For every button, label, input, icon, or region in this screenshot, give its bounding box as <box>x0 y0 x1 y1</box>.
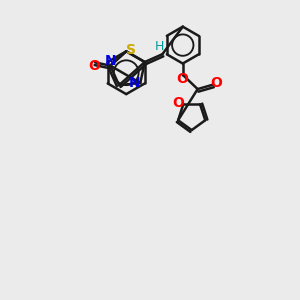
Text: O: O <box>172 96 184 110</box>
Text: N: N <box>129 76 141 90</box>
Text: O: O <box>88 59 100 73</box>
Text: S: S <box>126 43 136 57</box>
Text: N: N <box>105 55 117 68</box>
Text: H: H <box>154 40 164 53</box>
Text: O: O <box>211 76 223 90</box>
Text: O: O <box>176 72 188 86</box>
